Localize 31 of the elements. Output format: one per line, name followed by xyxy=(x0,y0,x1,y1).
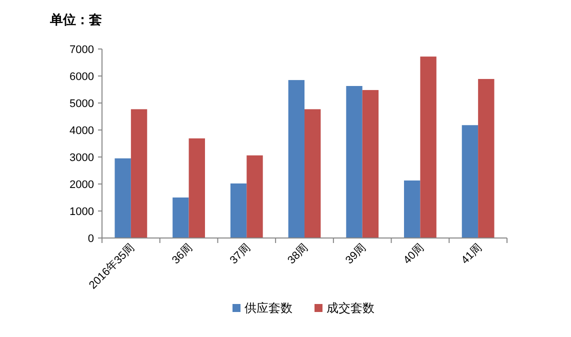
bar xyxy=(462,125,478,238)
bar xyxy=(362,90,379,238)
bar xyxy=(130,109,148,238)
y-tick-label: 5000 xyxy=(70,98,94,110)
y-tick-label: 7000 xyxy=(70,44,94,56)
y-axis-title: 单位：套 xyxy=(49,12,102,27)
bar xyxy=(420,56,436,238)
bar xyxy=(230,183,247,238)
bar xyxy=(404,180,420,238)
bar xyxy=(114,158,131,238)
y-tick-label: 1000 xyxy=(70,206,94,218)
bar xyxy=(246,155,263,238)
legend-label: 供应套数 xyxy=(244,301,292,315)
legend-label: 成交套数 xyxy=(326,301,374,315)
y-tick-label: 6000 xyxy=(70,71,94,83)
bar xyxy=(172,198,189,238)
y-tick-label: 2000 xyxy=(70,179,94,191)
bar xyxy=(304,109,321,238)
y-tick-label: 4000 xyxy=(70,125,94,137)
bar xyxy=(346,86,362,238)
x-tick-label: 39周 xyxy=(344,242,368,267)
bar xyxy=(188,138,205,238)
y-tick-label: 3000 xyxy=(70,152,94,164)
y-tick-label: 0 xyxy=(88,233,94,245)
x-tick-label: 41周 xyxy=(459,242,484,267)
bar xyxy=(478,78,494,238)
x-tick-label: 36周 xyxy=(170,242,195,267)
x-tick-label: 40周 xyxy=(401,242,426,267)
bar xyxy=(288,80,304,238)
x-tick-label: 37周 xyxy=(228,242,253,267)
x-tick-label: 38周 xyxy=(286,242,311,267)
